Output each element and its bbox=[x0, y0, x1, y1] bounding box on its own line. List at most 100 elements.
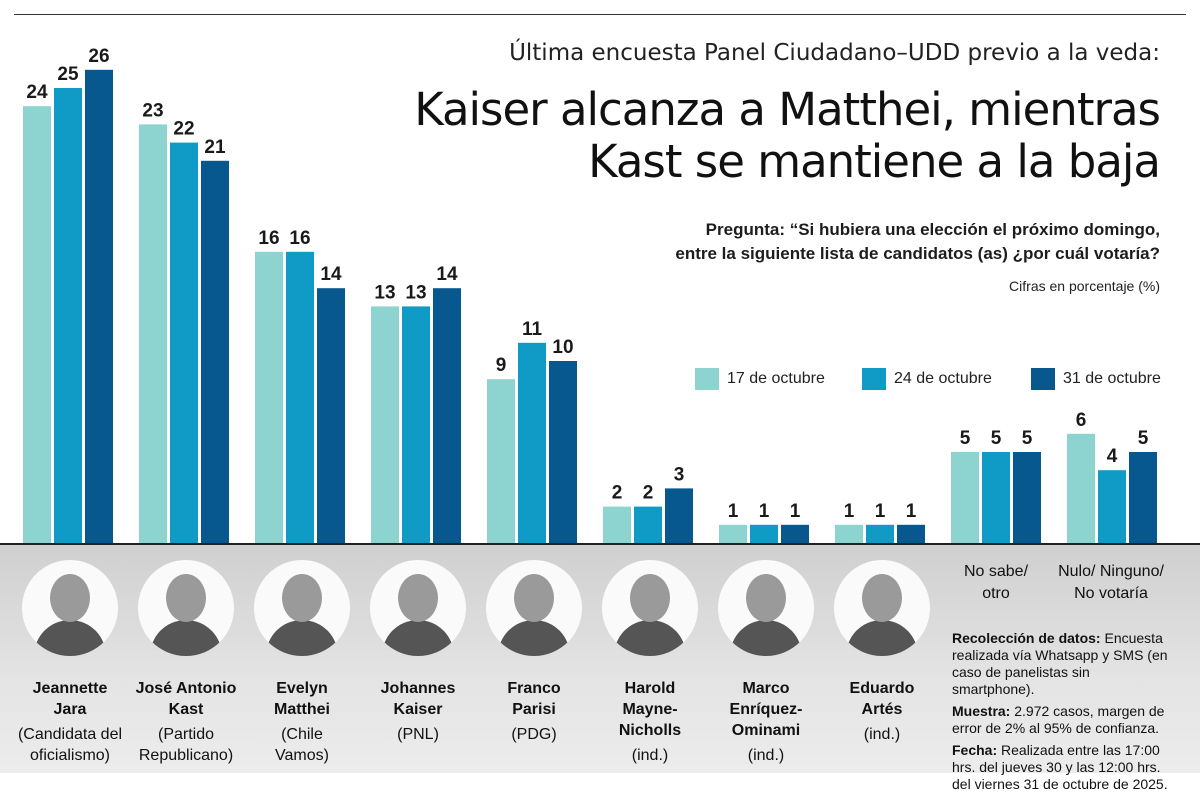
bar bbox=[433, 288, 461, 543]
note-label: Recolección de datos: bbox=[952, 630, 1101, 646]
bar bbox=[750, 524, 778, 543]
bar bbox=[781, 524, 809, 543]
data-label: 5 bbox=[1022, 428, 1033, 449]
data-label: 5 bbox=[991, 428, 1002, 449]
candidate-name-line: Kaiser bbox=[393, 701, 443, 718]
question-line-2: entre la siguiente lista de candidatos (… bbox=[675, 244, 1160, 263]
candidate-name-line: Marco bbox=[742, 680, 790, 697]
legend-item-3: 31 de octubre bbox=[1031, 368, 1161, 390]
legend-label-2: 24 de octubre bbox=[894, 370, 992, 387]
candidate-name-line: Johannes bbox=[380, 680, 456, 697]
data-label: 16 bbox=[258, 228, 279, 249]
methodology-notes: Recolección de datos: Encuesta realizada… bbox=[952, 630, 1174, 798]
bar bbox=[951, 452, 979, 543]
candidate-party: (Candidata del oficialismo) bbox=[14, 724, 126, 766]
bar bbox=[139, 124, 167, 544]
candidate-name-line: Kast bbox=[168, 701, 204, 718]
candidate-name-line: Jara bbox=[53, 701, 87, 718]
data-label: 2 bbox=[612, 483, 623, 504]
candidate-name-line: Enríquez- bbox=[729, 701, 803, 718]
data-label: 21 bbox=[204, 137, 226, 158]
candidate-name: Evelyn Matthei bbox=[246, 678, 358, 720]
category-label-line: otro bbox=[982, 585, 1010, 602]
category-label-line: Nulo/ Ninguno/ bbox=[1058, 563, 1164, 580]
bar bbox=[1013, 452, 1041, 543]
bar bbox=[54, 88, 82, 543]
data-label: 1 bbox=[906, 501, 917, 522]
candidate-name-line: José Antonio bbox=[135, 680, 237, 697]
baseline-rule bbox=[0, 543, 1200, 545]
bar bbox=[1098, 470, 1126, 543]
note-text: Realizada entre las 17:00 hrs. del jueve… bbox=[952, 742, 1168, 792]
bar bbox=[170, 142, 198, 543]
candidate-party-line: (Candidata del bbox=[17, 726, 123, 743]
data-label: 14 bbox=[436, 264, 458, 285]
note-sample: Muestra: 2.972 casos, margen de error de… bbox=[952, 703, 1174, 737]
candidate-party-line: Vamos) bbox=[275, 747, 329, 764]
candidate-party: (PDG) bbox=[478, 724, 590, 745]
note-date: Fecha: Realizada entre las 17:00 hrs. de… bbox=[952, 742, 1174, 793]
category-label-line: No votaría bbox=[1074, 585, 1148, 602]
candidate-card: Harold Mayne- Nicholls (ind.) bbox=[594, 560, 706, 766]
bar bbox=[23, 106, 51, 543]
candidate-name-line: Franco bbox=[507, 680, 561, 697]
category-label-line: No sabe/ bbox=[963, 563, 1029, 580]
candidate-name: Franco Parisi bbox=[478, 678, 590, 720]
candidate-card: Jeannette Jara (Candidata del oficialismo) bbox=[14, 560, 126, 766]
legend-label-3: 31 de octubre bbox=[1063, 370, 1161, 387]
candidate-name-line: Mayne- bbox=[622, 701, 678, 718]
bar bbox=[255, 251, 283, 544]
bar bbox=[866, 524, 894, 543]
data-label: 1 bbox=[728, 501, 739, 522]
candidate-name-line: Jeannette bbox=[32, 680, 108, 697]
candidate-party: (ind.) bbox=[594, 745, 706, 766]
legend-label-1: 17 de octubre bbox=[727, 370, 825, 387]
bar bbox=[835, 524, 863, 543]
bar bbox=[719, 524, 747, 543]
data-label: 10 bbox=[552, 337, 573, 358]
bar bbox=[85, 69, 113, 544]
candidate-party-line: (ind.) bbox=[747, 747, 785, 764]
portrait-icon bbox=[254, 560, 350, 656]
candidate-card: Marco Enríquez- Ominami (ind.) bbox=[710, 560, 822, 766]
legend-item-1: 17 de octubre bbox=[695, 368, 825, 390]
candidate-card: Franco Parisi (PDG) bbox=[478, 560, 590, 745]
data-label: 25 bbox=[57, 64, 79, 85]
portrait-icon bbox=[718, 560, 814, 656]
units-note: Cifras en porcentaje (%) bbox=[1009, 278, 1160, 294]
bar bbox=[1129, 452, 1157, 543]
data-label: 6 bbox=[1076, 410, 1087, 431]
data-label: 26 bbox=[88, 46, 109, 67]
top-rule bbox=[14, 14, 1186, 15]
portrait-icon bbox=[370, 560, 466, 656]
candidate-card: Johannes Kaiser (PNL) bbox=[362, 560, 474, 745]
candidate-name-line: Parisi bbox=[512, 701, 556, 718]
data-label: 1 bbox=[875, 501, 886, 522]
candidate-card: Eduardo Artés (ind.) bbox=[826, 560, 938, 745]
candidate-card: Evelyn Matthei (Chile Vamos) bbox=[246, 560, 358, 766]
kicker: Última encuesta Panel Ciudadano–UDD prev… bbox=[509, 40, 1160, 66]
data-label: 1 bbox=[759, 501, 770, 522]
portrait-icon bbox=[834, 560, 930, 656]
candidate-party-line: (Partido bbox=[157, 726, 215, 743]
portrait-icon bbox=[602, 560, 698, 656]
data-label: 4 bbox=[1107, 446, 1118, 467]
candidate-name-line: Nicholls bbox=[618, 722, 682, 739]
title-line-1: Kaiser alcanza a Matthei, mientras bbox=[414, 83, 1161, 136]
candidate-party-line: (Chile bbox=[281, 726, 323, 743]
data-label: 23 bbox=[142, 100, 163, 121]
data-label: 22 bbox=[173, 119, 194, 140]
candidate-party: (Chile Vamos) bbox=[246, 724, 358, 766]
note-collection: Recolección de datos: Encuesta realizada… bbox=[952, 630, 1174, 698]
bar bbox=[603, 506, 631, 543]
data-label: 1 bbox=[790, 501, 801, 522]
legend-swatch-2 bbox=[862, 368, 886, 390]
note-label: Fecha: bbox=[952, 742, 998, 758]
candidate-party-line: oficialismo) bbox=[29, 747, 110, 764]
candidate-party-line: Republicano) bbox=[138, 747, 234, 764]
bar bbox=[982, 452, 1010, 543]
legend: 17 de octubre 24 de octubre 31 de octubr… bbox=[0, 368, 1200, 390]
bar bbox=[549, 361, 577, 543]
portrait-icon bbox=[22, 560, 118, 656]
